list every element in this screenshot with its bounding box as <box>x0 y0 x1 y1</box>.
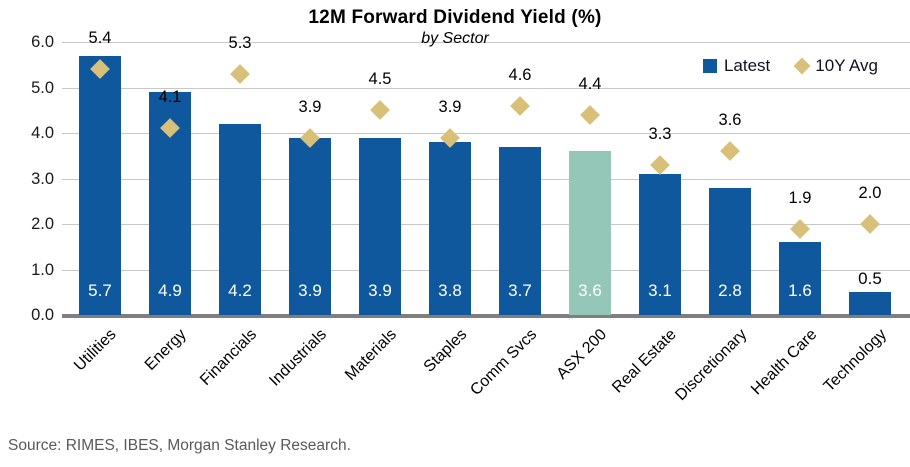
gridline <box>62 42 910 43</box>
chart-title: 12M Forward Dividend Yield (%) <box>308 7 602 28</box>
x-category-label: Technology <box>820 326 891 396</box>
bar-value-label: 4.2 <box>228 281 252 300</box>
bar-value-label: 3.9 <box>368 281 392 300</box>
avg-value-label: 5.3 <box>228 33 252 52</box>
legend-latest-label: Latest <box>723 56 771 75</box>
bar-value-label: 4.9 <box>158 281 182 300</box>
y-tick-label: 0.0 <box>31 306 54 324</box>
avg-diamond-icon <box>370 100 390 121</box>
avg-diamond-icon <box>230 63 250 84</box>
bar-value-label: 1.6 <box>788 281 812 300</box>
gridline <box>62 269 910 271</box>
x-category-label: Real Estate <box>609 326 681 397</box>
legend-item-10y-avg: 10Y Avg <box>793 56 878 76</box>
bar <box>639 173 681 315</box>
avg-value-label: 5.4 <box>88 29 112 48</box>
bar <box>779 242 821 315</box>
bar <box>219 123 261 315</box>
bar <box>499 146 541 315</box>
y-tick-label: 1.0 <box>31 260 54 279</box>
avg-value-label: 4.6 <box>508 65 532 84</box>
bar <box>569 151 611 315</box>
bar-value-label: 0.5 <box>858 269 882 289</box>
x-category-label: Materials <box>342 326 401 384</box>
avg-value-label: 4.5 <box>368 70 392 89</box>
avg-diamond-icon <box>860 214 880 234</box>
avg-diamond-icon <box>720 141 740 162</box>
avg-value-label: 3.6 <box>718 111 742 130</box>
x-category-label: Industrials <box>266 326 331 390</box>
avg-diamond-icon <box>793 57 811 75</box>
bar <box>289 137 331 315</box>
bar <box>79 55 121 315</box>
avg-value-label: 3.9 <box>438 97 462 116</box>
bar-value-label: 3.8 <box>438 281 462 300</box>
y-tick-label: 2.0 <box>31 215 54 233</box>
avg-value-label: 1.9 <box>788 188 812 207</box>
avg-diamond-icon <box>580 104 600 125</box>
chart-subtitle: by Sector <box>421 30 489 47</box>
x-category-label: Energy <box>142 326 191 374</box>
bar-value-label: 2.8 <box>718 281 742 300</box>
avg-value-label: 3.9 <box>298 97 322 116</box>
bar <box>359 137 401 315</box>
avg-value-label: 3.3 <box>648 124 672 143</box>
legend-item-latest: Latest <box>702 56 771 76</box>
x-category-label: ASX 200 <box>553 326 611 383</box>
latest-square-icon <box>702 59 717 73</box>
source-note: Source: RIMES, IBES, Morgan Stanley Rese… <box>8 437 351 454</box>
gridline <box>62 178 910 180</box>
avg-diamond-icon <box>650 154 670 175</box>
y-tick-label: 5.0 <box>31 78 54 97</box>
x-category-label: Utilities <box>71 326 121 375</box>
gridline <box>62 224 910 225</box>
y-tick-label: 3.0 <box>31 169 54 188</box>
y-tick-label: 6.0 <box>31 33 54 51</box>
bar-value-label: 3.9 <box>298 281 322 300</box>
avg-value-label: 2.0 <box>858 184 882 202</box>
y-tick-label: 4.0 <box>31 124 54 142</box>
bar <box>429 142 471 315</box>
bar-value-label: 5.7 <box>88 281 112 300</box>
x-category-label: Comm Svcs <box>467 326 541 399</box>
x-category-label: Health Care <box>747 326 821 399</box>
bar <box>849 292 891 315</box>
bar <box>709 187 751 315</box>
bar-value-label: 3.1 <box>648 281 672 300</box>
x-category-label: Financials <box>197 326 261 389</box>
x-category-label: Staples <box>420 326 471 376</box>
legend: Latest 10Y Avg <box>702 56 878 76</box>
legend-avg-label: 10Y Avg <box>815 56 878 75</box>
x-category-label: Discretionary <box>671 326 751 405</box>
bar-value-label: 3.6 <box>578 281 602 300</box>
gridline <box>62 87 910 89</box>
gridline <box>62 133 910 134</box>
avg-value-label: 4.1 <box>158 88 182 107</box>
bar-value-label: 3.7 <box>508 281 532 300</box>
avg-diamond-icon <box>790 218 810 239</box>
avg-diamond-icon <box>510 95 530 116</box>
x-axis-baseline <box>62 314 910 318</box>
avg-value-label: 4.4 <box>578 74 602 93</box>
